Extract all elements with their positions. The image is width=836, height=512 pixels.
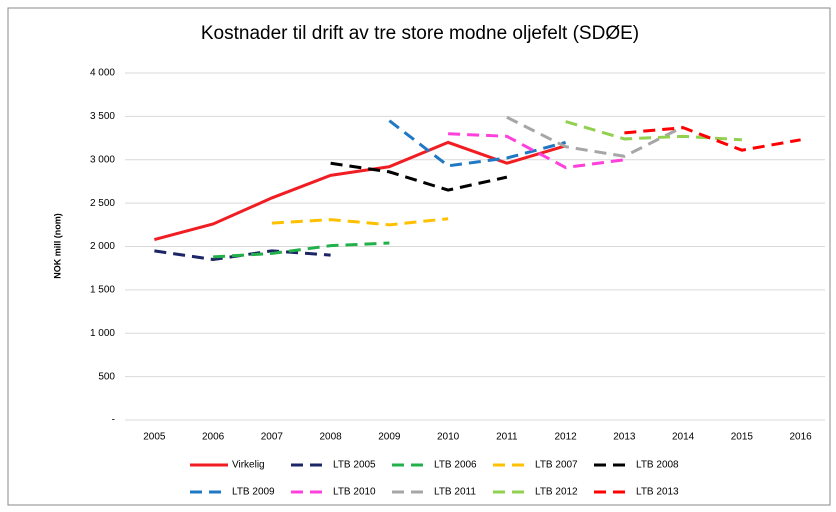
chart-title: Kostnader til drift av tre store modne o… (201, 23, 639, 44)
y-tick-label: 3 500 (90, 111, 115, 122)
series-line (271, 217, 449, 227)
y-tick-label: 2 500 (90, 198, 115, 209)
y-tick-label: - (112, 415, 115, 426)
legend-label: LTB 2010 (333, 487, 376, 498)
legend-label: LTB 2008 (636, 460, 679, 471)
series-line (154, 249, 331, 262)
y-tick-label: 500 (98, 371, 115, 382)
chart-frame (7, 7, 831, 506)
y-tick-label: 3 000 (90, 154, 115, 165)
y-tick-label: 1 500 (90, 285, 115, 296)
series-line (388, 119, 567, 168)
y-tick-label: 1 000 (90, 328, 115, 339)
series-line (565, 120, 742, 142)
legend-label: LTB 2011 (434, 487, 476, 498)
legend-label: Virkelig (232, 460, 265, 471)
y-tick-label: 4 000 (90, 68, 115, 79)
x-tick-label: 2015 (731, 432, 754, 443)
x-tick-label: 2016 (790, 432, 813, 443)
series-line (213, 241, 390, 259)
x-tick-label: 2012 (555, 432, 578, 443)
legend-label: LTB 2009 (232, 487, 275, 498)
x-tick-label: 2009 (378, 432, 401, 443)
x-tick-label: 2011 (496, 432, 518, 443)
legend-label: LTB 2006 (434, 460, 477, 471)
legend-label: LTB 2007 (535, 460, 578, 471)
x-tick-label: 2010 (437, 432, 460, 443)
x-tick-label: 2013 (613, 432, 636, 443)
x-tick-label: 2007 (261, 432, 284, 443)
x-tick-label: 2006 (202, 432, 225, 443)
x-tick-label: 2014 (672, 432, 695, 443)
y-tick-label: 2 000 (90, 241, 115, 252)
legend-label: LTB 2012 (535, 487, 578, 498)
y-axis-label: NOK mill (nom) (52, 213, 62, 279)
legend-label: LTB 2005 (333, 460, 376, 471)
series-line (624, 126, 801, 152)
series-line (330, 161, 508, 192)
series-line (506, 115, 684, 158)
x-tick-label: 2008 (320, 432, 343, 443)
legend-label: LTB 2013 (636, 487, 679, 498)
x-tick-label: 2005 (143, 432, 166, 443)
series-line (448, 132, 625, 170)
